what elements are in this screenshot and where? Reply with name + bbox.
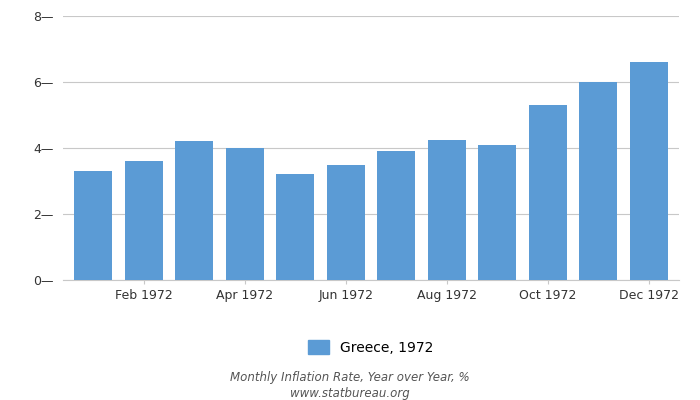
Bar xyxy=(528,105,567,280)
Bar xyxy=(226,148,264,280)
Bar xyxy=(580,82,617,280)
Bar xyxy=(74,171,112,280)
Bar xyxy=(478,145,516,280)
Bar xyxy=(276,174,314,280)
Bar xyxy=(125,161,162,280)
Text: www.statbureau.org: www.statbureau.org xyxy=(290,388,410,400)
Legend: Greece, 1972: Greece, 1972 xyxy=(308,340,434,354)
Text: Monthly Inflation Rate, Year over Year, %: Monthly Inflation Rate, Year over Year, … xyxy=(230,372,470,384)
Bar xyxy=(175,141,214,280)
Bar xyxy=(377,151,415,280)
Bar xyxy=(428,140,466,280)
Bar xyxy=(630,62,668,280)
Bar xyxy=(327,164,365,280)
